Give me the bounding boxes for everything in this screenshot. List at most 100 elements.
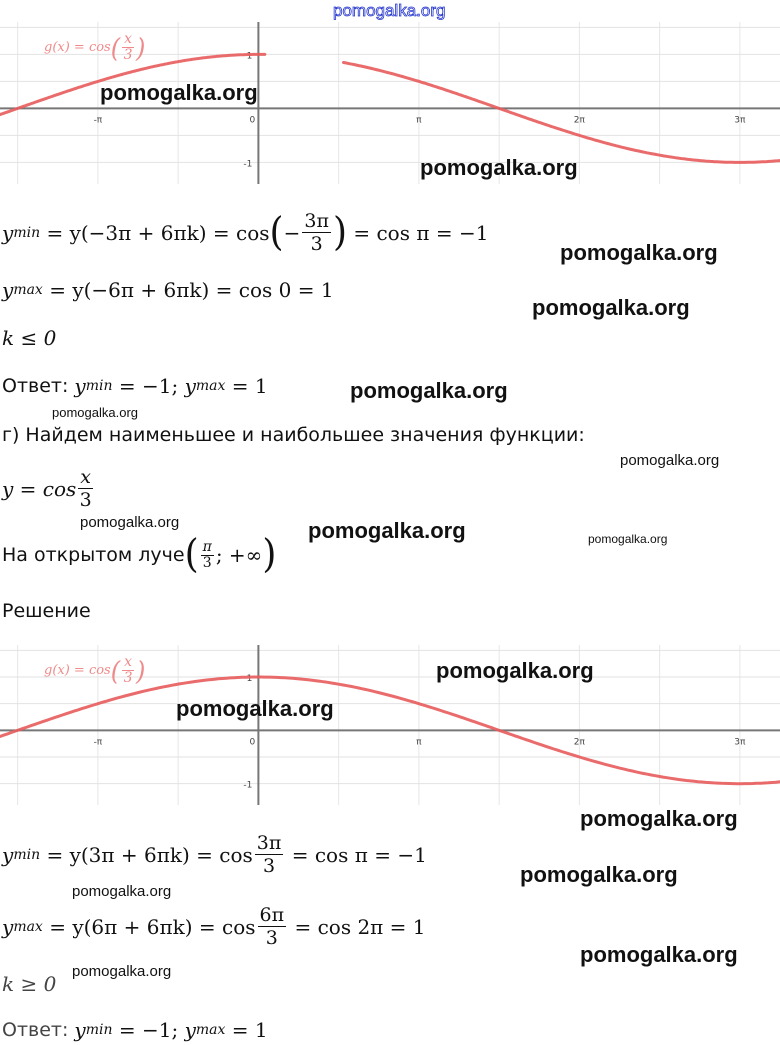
x-tick-label: -π	[94, 115, 103, 125]
x-tick-label: -π	[94, 737, 103, 747]
subscript: max	[195, 1022, 226, 1038]
paren-close: )	[332, 209, 347, 255]
ymax-line-g: y max = y(6π + 6πk) = cos 6π 3 = cos 2π = …	[2, 904, 426, 949]
x-tick-label: π	[416, 737, 422, 747]
graph-2-label: g(x) = cos (x 3)	[44, 655, 145, 686]
subscript: min	[85, 1022, 113, 1038]
interval-line: На открытом луче (π 3 ; +∞)	[2, 531, 277, 577]
watermark: pomogalka.org	[580, 806, 738, 831]
watermark: pomogalka.org	[588, 532, 668, 546]
value: = −1;	[112, 374, 185, 398]
k-condition-v: k ≤ 0	[2, 326, 57, 350]
solution-label: Решение	[2, 600, 91, 622]
fraction: 3π 3	[302, 210, 331, 255]
var: y	[2, 220, 14, 245]
var: y	[184, 1018, 196, 1042]
header-watermark: pomogalka.org	[333, 1, 446, 21]
watermark: pomogalka.org	[52, 405, 138, 420]
graph-label-text: g(x) = cos	[44, 40, 111, 55]
fraction: 3π 3	[254, 832, 284, 877]
numerator: 3π	[254, 832, 284, 855]
graph-label-num: x	[122, 654, 135, 671]
watermark: pomogalka.org	[72, 883, 172, 900]
x-tick-label: 3π	[734, 737, 746, 747]
watermark: pomogalka.org	[176, 696, 334, 721]
watermark: pomogalka.org	[580, 942, 738, 967]
answer-label: Ответ:	[2, 1019, 75, 1041]
denominator: 3	[79, 489, 92, 511]
watermark: pomogalka.org	[532, 295, 690, 320]
var: y	[74, 374, 86, 398]
expr: = y(3π + 6πk) = cos	[40, 842, 253, 867]
x-tick-label: 2π	[574, 115, 586, 125]
part-g-heading: г) Найдем наименьшее и наибольшее значен…	[2, 424, 585, 446]
watermark: pomogalka.org	[520, 862, 678, 887]
expr: = cos π = −1	[346, 220, 489, 245]
graph-label-den: 3	[123, 670, 133, 686]
expr: = cos 2π = 1	[288, 914, 426, 939]
x-tick-label: 0	[250, 737, 256, 747]
graph-label-num: x	[122, 31, 135, 48]
paren-open: (	[269, 209, 284, 255]
expr: = cos π = −1	[285, 842, 427, 867]
subscript: min	[85, 378, 113, 394]
graph-label-text: g(x) = cos	[44, 663, 111, 678]
y-tick-label: 1	[247, 674, 253, 684]
var: y	[74, 1018, 86, 1042]
denominator: 3	[310, 233, 323, 255]
watermark: pomogalka.org	[620, 452, 720, 469]
interval-text: На открытом луче	[2, 544, 185, 566]
numerator: x	[78, 466, 93, 489]
value: = 1	[225, 374, 268, 398]
ymin-line-g: y min = y(3π + 6πk) = cos 3π 3 = cos π = −…	[2, 832, 427, 877]
numerator: π	[200, 538, 214, 556]
function-curve	[342, 61, 780, 164]
k-condition-g: k ≥ 0	[2, 972, 57, 996]
fraction: 6π 3	[257, 904, 287, 949]
paren-close: )	[262, 531, 277, 577]
var: y	[184, 374, 196, 398]
paren-close: )	[136, 32, 146, 63]
denominator: 3	[265, 927, 278, 949]
function-curve	[0, 675, 780, 786]
watermark: pomogalka.org	[72, 963, 172, 980]
value: = −1;	[112, 1018, 185, 1042]
subscript: max	[13, 918, 43, 935]
watermark: pomogalka.org	[308, 518, 466, 543]
paren-open: (	[110, 655, 121, 686]
ymin-line-v: y min = y(−3π + 6πk) = cos (− 3π 3 ) = cos…	[2, 210, 488, 255]
var: y	[2, 278, 14, 302]
numerator: 6π	[257, 904, 287, 927]
var: y	[2, 914, 14, 939]
watermark: pomogalka.org	[436, 658, 594, 683]
denominator: 3	[202, 554, 212, 571]
graph-1: -π 0 π 2π 3π 1 -1	[0, 22, 780, 184]
ymax-line-v: y max = y(−6π + 6πk) = cos 0 = 1	[2, 278, 334, 302]
value: = 1	[225, 1018, 268, 1042]
watermark: pomogalka.org	[420, 155, 578, 180]
sign: −	[283, 220, 301, 245]
x-tick-label: π	[416, 115, 422, 125]
function-curve	[0, 52, 267, 117]
subscript: min	[13, 846, 41, 863]
subscript: min	[13, 224, 41, 241]
watermark: pomogalka.org	[560, 240, 718, 265]
answer-g: Ответ: y min = −1; y max = 1	[2, 1018, 268, 1042]
x-tick-label: 0	[250, 115, 256, 125]
interval-rest: ; +∞	[215, 543, 263, 567]
expr: = y(−6π + 6πk) = cos 0 = 1	[42, 278, 334, 302]
y-tick-label: -1	[243, 781, 252, 791]
expr: = y(6π + 6πk) = cos	[42, 914, 256, 939]
denominator: 3	[263, 855, 276, 877]
y-tick-label: 1	[247, 51, 253, 61]
paren-open: (	[110, 32, 121, 63]
watermark: pomogalka.org	[100, 80, 258, 105]
graph-1-label: g(x) = cos (x 3)	[44, 32, 145, 63]
expr: y = cos	[2, 476, 77, 501]
y-tick-label: -1	[243, 159, 252, 169]
